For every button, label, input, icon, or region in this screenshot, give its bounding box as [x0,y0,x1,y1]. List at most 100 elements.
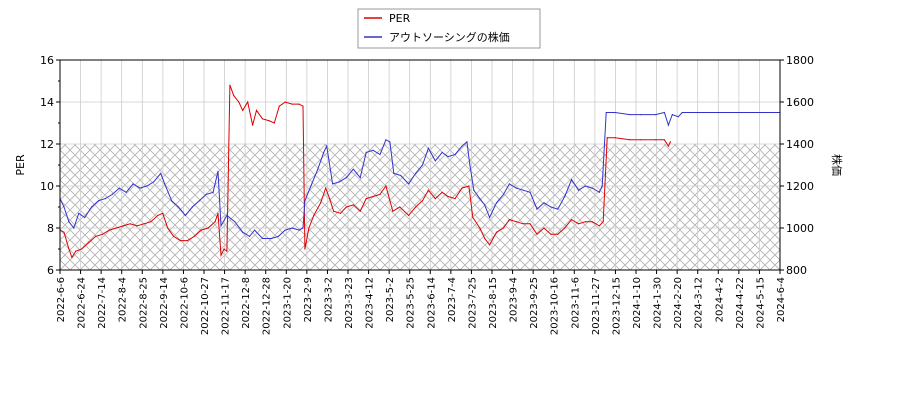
data-point [252,124,254,126]
data-point [68,221,70,223]
data-point [270,237,272,240]
data-point [205,193,207,195]
x-tick-label: 2022-10-6 [179,277,190,329]
data-point [186,240,188,242]
data-point [68,248,70,250]
data-point [557,233,559,235]
x-tick-label: 2024-4-2 [714,277,725,322]
right-tick-label: 1200 [786,180,814,193]
series-per [60,84,672,259]
x-tick-label: 2023-5-2 [385,277,396,322]
data-point [333,210,335,212]
data-point [313,214,315,216]
data-point [379,193,381,195]
data-point [629,114,631,116]
data-point [484,204,486,206]
data-point [421,164,424,166]
data-point [193,235,195,237]
data-point [584,221,587,223]
left-tick-label: 16 [40,54,54,67]
data-point [157,214,159,216]
data-point [529,223,531,225]
data-point [669,141,672,143]
data-point [217,212,219,214]
left-tick-label: 12 [40,138,54,151]
data-point [302,105,304,107]
x-tick-label: 2023-3-23 [344,277,355,329]
data-point [365,198,367,200]
data-point [338,181,341,183]
data-point [522,223,524,225]
data-point [332,183,334,185]
x-tick-label: 2023-10-16 [550,277,561,335]
data-point [372,149,374,151]
data-point [191,206,193,208]
axis-layer: 6 8 10 12 14 16 800 1000 1200 1400 1600 1800 2022-6-… [40,54,814,335]
data-point [242,231,244,233]
data-point [345,177,347,179]
data-point [479,198,481,200]
data-point [577,189,580,191]
data-point [472,216,474,219]
data-point [584,185,587,187]
data-point [421,200,424,202]
legend-box [357,8,541,49]
x-tick-label: 2023-3-2 [323,277,334,322]
x-tick-label: 2024-1-10 [632,277,643,329]
data-point [677,116,679,118]
data-point [229,84,231,86]
data-point [345,206,347,208]
data-point [536,208,538,210]
data-point [125,191,127,193]
data-point [629,139,631,141]
data-point [136,225,138,227]
data-point [115,227,117,229]
data-point [238,101,240,103]
x-tick-label: 2022-12-28 [262,277,273,335]
x-tick-label: 2022-7-14 [97,277,108,329]
data-point [543,202,545,204]
x-tick-label: 2023-12-15 [611,277,622,335]
x-tick-label: 2022-10-27 [200,277,211,335]
data-point [184,214,186,216]
x-tick-label: 2023-9-4 [509,277,520,322]
data-point [447,156,449,158]
x-tick-label: 2023-2-9 [303,277,314,322]
data-point [323,151,325,153]
data-point [104,198,106,200]
data-point [427,189,429,191]
data-point [198,200,200,202]
data-point [95,235,97,237]
data-point [461,187,463,189]
data-point [663,111,666,114]
data-point [171,200,173,202]
data-point [179,240,182,242]
data-point [118,187,120,189]
data-point [291,103,293,105]
data-point [284,101,286,103]
data-point [614,111,616,114]
data-point [484,237,486,240]
data-point [571,179,573,181]
data-point [139,187,141,189]
data-point [671,114,673,116]
right-axis-label: 株価 [830,154,844,176]
data-point [214,221,216,223]
x-tick-label: 2024-6-4 [776,277,787,322]
data-point [408,183,410,185]
x-tick-label: 2024-3-12 [694,277,705,329]
data-point [508,219,510,221]
data-point [108,229,110,231]
data-point [543,227,545,229]
data-point [234,221,236,223]
data-point [164,183,166,185]
data-point [365,151,367,153]
x-tick-label: 2023-7-4 [447,277,458,322]
data-point [268,120,270,122]
data-point [515,187,517,189]
data-point [522,189,524,191]
data-point [220,225,222,227]
right-tick-label: 1000 [786,222,814,235]
data-point [495,231,498,233]
